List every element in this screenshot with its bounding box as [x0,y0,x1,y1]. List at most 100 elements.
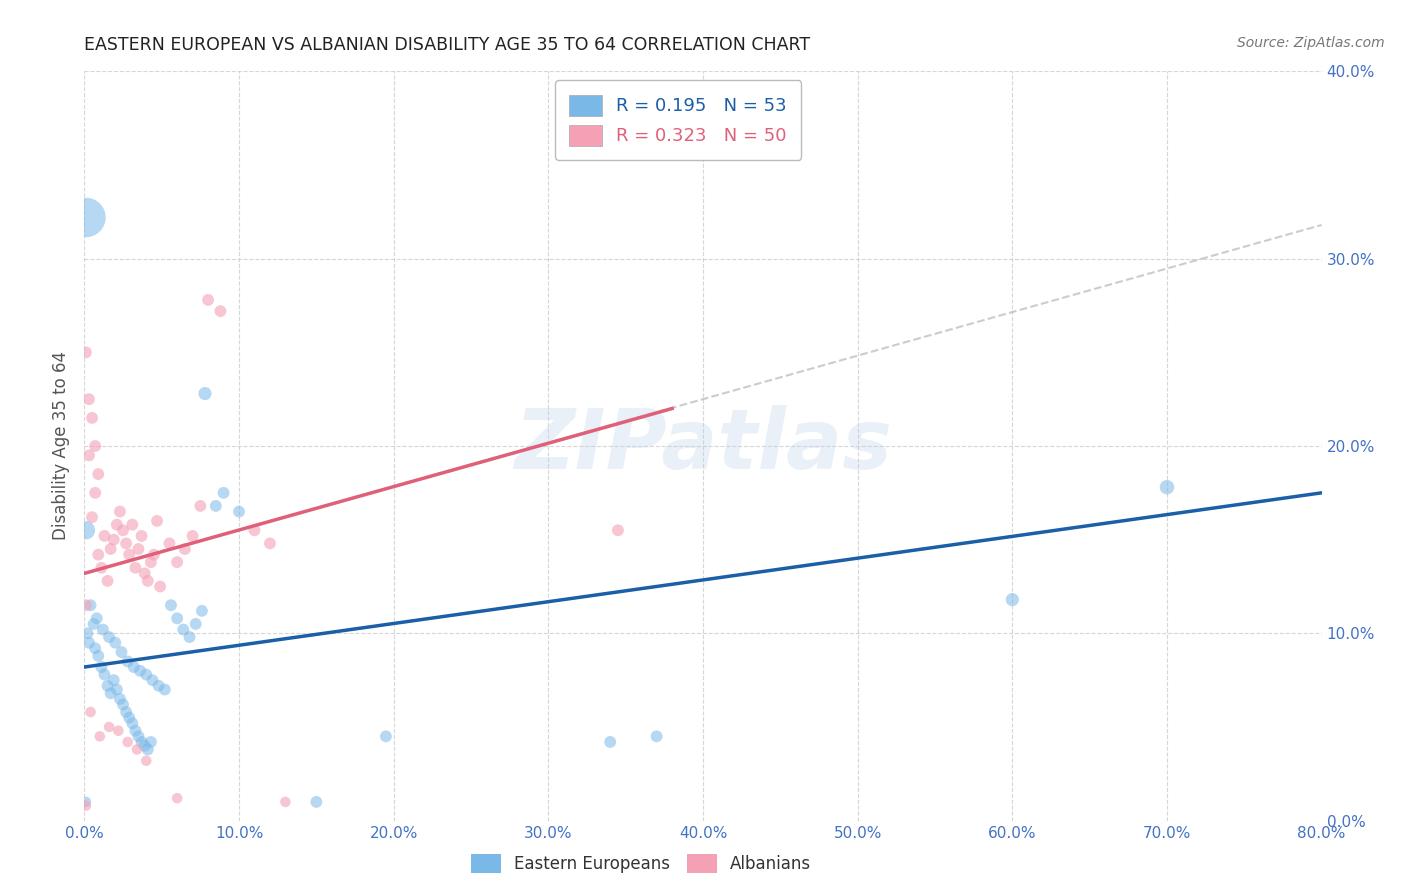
Point [134,739,156,753]
Point [172,623,194,637]
Point [103,533,125,547]
Text: EASTERN EUROPEAN VS ALBANIAN DISABILITY AGE 35 TO 64 CORRELATION CHART: EASTERN EUROPEAN VS ALBANIAN DISABILITY … [84,36,810,54]
Point [82,510,104,524]
Point [117,735,139,749]
Point [129,664,152,678]
Point [134,566,156,581]
Point [124,723,146,738]
Point [181,529,204,543]
Point [86,611,108,625]
Point [188,499,211,513]
Point [75,345,97,359]
Point [197,293,219,307]
Point [209,304,232,318]
Point [104,635,127,649]
Point [1156,480,1178,494]
Point [96,679,118,693]
Point [136,574,159,588]
Point [374,730,398,744]
Point [259,536,281,550]
Point [305,795,328,809]
Point [166,791,188,805]
Point [205,499,228,513]
Y-axis label: Disability Age 35 to 64: Disability Age 35 to 64 [52,351,70,541]
Point [125,742,148,756]
Point [112,698,135,712]
Point [1001,592,1024,607]
Point [194,386,217,401]
Point [135,754,157,768]
Point [90,660,112,674]
Point [75,211,97,225]
Point [117,655,139,669]
Point [91,623,114,637]
Point [606,523,628,537]
Point [115,536,138,550]
Point [77,392,100,407]
Point [122,660,145,674]
Point [115,705,138,719]
Point [77,635,100,649]
Point [127,541,149,557]
Point [76,626,98,640]
Point [118,548,141,562]
Point [84,439,107,453]
Point [75,795,97,809]
Point [131,529,153,543]
Point [87,467,110,482]
Point [166,555,188,569]
Point [84,641,107,656]
Point [79,705,101,719]
Point [96,574,118,588]
Point [77,448,100,462]
Point [108,505,131,519]
Point [87,648,110,663]
Point [184,617,207,632]
Point [75,798,97,813]
Point [108,692,131,706]
Point [103,673,125,688]
Point [105,682,128,697]
Point [228,505,250,519]
Point [98,720,121,734]
Point [159,536,180,550]
Point [98,630,121,644]
Point [84,485,107,500]
Point [127,730,149,744]
Point [124,561,146,575]
Point [105,517,128,532]
Point [143,548,166,562]
Point [90,561,112,575]
Point [82,410,104,425]
Point [107,723,129,738]
Point [149,580,172,594]
Point [83,617,105,632]
Point [139,555,162,569]
Point [89,730,111,744]
Point [110,645,132,659]
Point [243,523,266,537]
Point [146,514,169,528]
Point [75,523,97,537]
Point [136,742,159,756]
Point [121,716,143,731]
Point [135,667,157,681]
Point [212,485,235,500]
Point [100,686,122,700]
Point [179,630,201,644]
Point [139,735,162,749]
Point [166,611,188,625]
Point [93,667,115,681]
Point [153,682,176,697]
Point [87,548,110,562]
Point [174,541,197,557]
Point [274,795,297,809]
Point [79,599,101,613]
Point [112,523,135,537]
Point [118,710,141,724]
Point [160,599,183,613]
Point [100,541,122,557]
Point [141,673,163,688]
Point [131,735,153,749]
Text: Source: ZipAtlas.com: Source: ZipAtlas.com [1237,36,1385,50]
